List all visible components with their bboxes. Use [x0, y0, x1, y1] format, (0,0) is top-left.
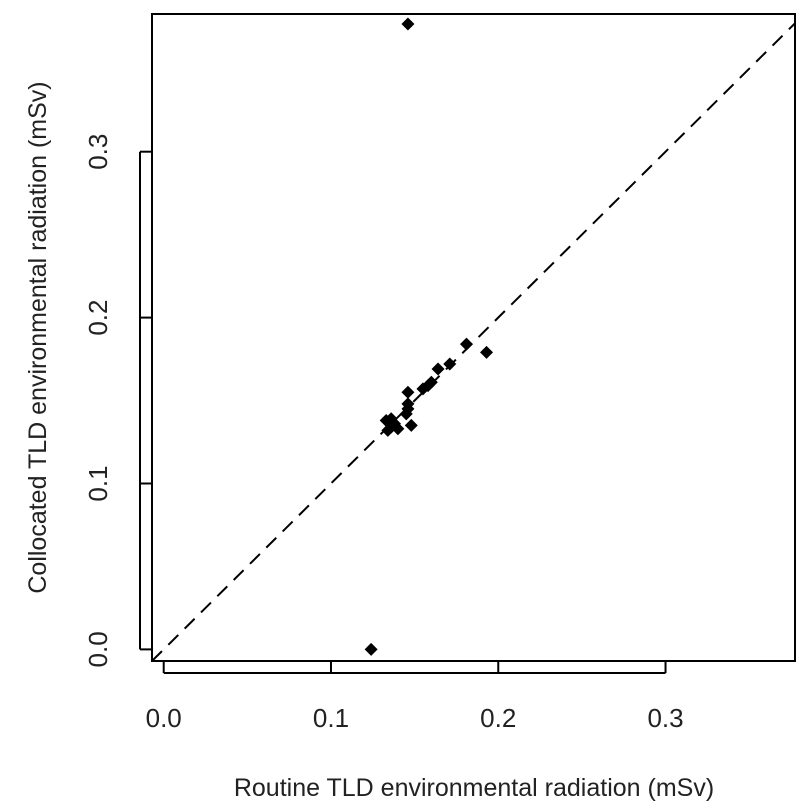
y-axis-label: Collocated TLD environmental radiation (… [24, 81, 52, 593]
y-tick-label: 0.3 [83, 134, 113, 170]
x-axis: 0.0 0.1 0.2 0.3 [146, 661, 684, 733]
data-points [364, 17, 494, 656]
x-tick-label: 0.0 [146, 703, 182, 733]
data-point [480, 345, 494, 359]
x-tick-label: 0.3 [647, 703, 683, 733]
data-point [459, 337, 473, 351]
x-tick-label: 0.1 [313, 703, 349, 733]
data-point [384, 420, 398, 434]
data-point [399, 407, 413, 421]
data-point [431, 362, 445, 376]
y-tick-label: 0.1 [83, 465, 113, 501]
data-point [416, 382, 430, 396]
y-axis: 0.0 0.1 0.2 0.3 [83, 134, 152, 667]
data-point [443, 357, 457, 371]
y-tick-label: 0.2 [83, 300, 113, 336]
x-tick-label: 0.2 [480, 703, 516, 733]
data-point [404, 418, 418, 432]
identity-reference-line [151, 21, 796, 662]
y-tick-label: 0.0 [83, 631, 113, 667]
data-point [364, 642, 378, 656]
x-axis-label: Routine TLD environmental radiation (mSv… [234, 774, 714, 802]
plot-frame [151, 13, 796, 662]
data-point [401, 385, 415, 399]
data-point [401, 17, 415, 31]
